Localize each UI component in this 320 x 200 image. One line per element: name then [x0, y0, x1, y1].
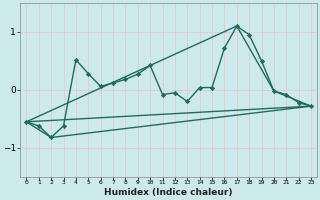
X-axis label: Humidex (Indice chaleur): Humidex (Indice chaleur) [104, 188, 233, 197]
